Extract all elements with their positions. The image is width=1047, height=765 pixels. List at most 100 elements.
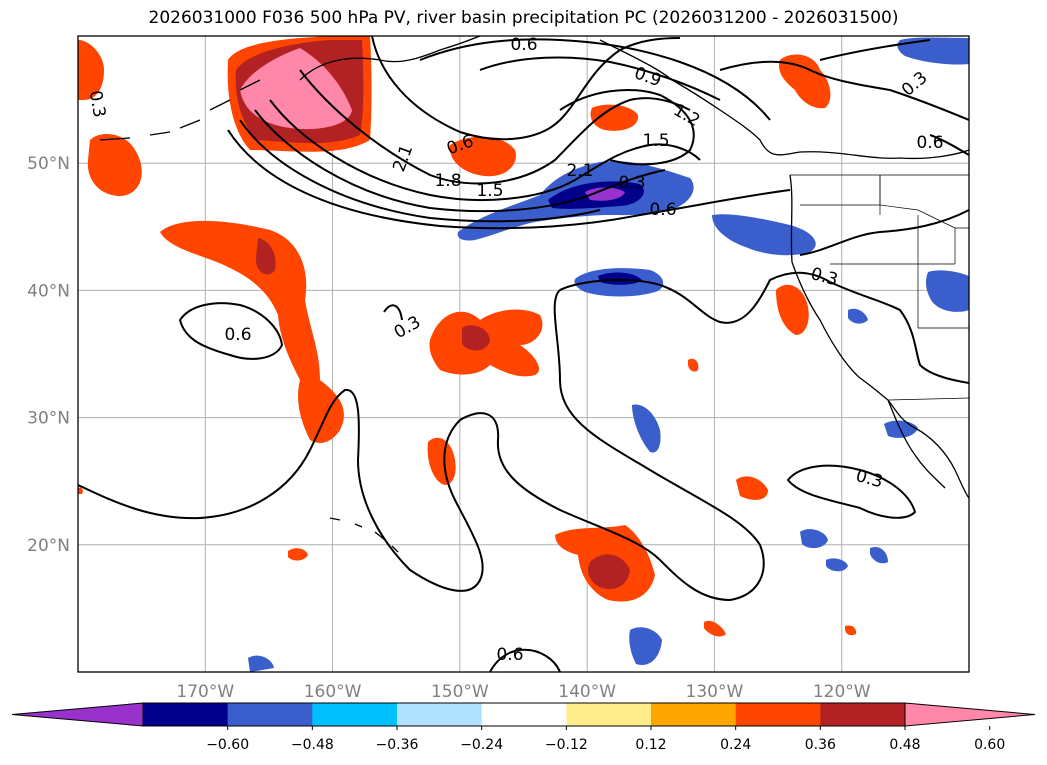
shade-positive-band-inner xyxy=(255,238,276,275)
colorbar-extend-low xyxy=(11,702,144,727)
colorbar-label-4: −0.12 xyxy=(545,737,588,753)
shade-negative-s5 xyxy=(248,655,274,672)
pv-contour-10 xyxy=(819,39,931,61)
colorbar-segment-2 xyxy=(312,703,398,726)
shade-positive-e2 xyxy=(736,476,768,500)
shade-negative-main-core xyxy=(585,187,625,201)
contour-label-5: 1.8 xyxy=(434,171,461,191)
contour-label-16: 2.1 xyxy=(566,161,593,181)
lat-label-1: 40°N xyxy=(27,281,70,301)
pv-contour-0p6-c xyxy=(383,304,403,321)
colorbar-segment-6 xyxy=(651,703,737,726)
colorbar-label-6: 0.24 xyxy=(720,737,751,753)
map-title: 2026031000 F036 500 hPa PV, river basin … xyxy=(148,8,899,28)
coastline-alaska xyxy=(299,36,481,81)
shade-negative-s2 xyxy=(826,558,848,572)
pv-contour-0p6 xyxy=(178,302,284,360)
shade-positive-ne1 xyxy=(779,54,831,109)
pv-contour-4 xyxy=(254,109,666,213)
contour-label-9: 0.6 xyxy=(649,200,676,220)
precip-shading xyxy=(78,36,969,672)
pv-contour-6 xyxy=(227,129,791,230)
contour-label-15: 1.5 xyxy=(476,181,503,201)
shade-positive-c4 xyxy=(427,437,456,485)
border-nv xyxy=(917,264,969,329)
contour-label-4: 1.5 xyxy=(642,131,669,151)
shade-positive-w1 xyxy=(78,40,104,100)
colorbar-segment-8 xyxy=(820,703,906,726)
shade-positive-s2 xyxy=(704,620,726,637)
colorbar-segment-3 xyxy=(397,703,483,726)
contour-label-12: 0.3 xyxy=(809,264,840,290)
state-borders xyxy=(790,174,969,401)
shade-positive-band xyxy=(160,220,344,443)
lat-label-0: 50°N xyxy=(27,154,70,174)
lat-label-3: 20°N xyxy=(27,536,70,556)
pv-contour-2 xyxy=(299,69,691,185)
contour-label-13: 0.3 xyxy=(854,466,885,492)
map-frame xyxy=(77,35,970,673)
colorbar-label-7: 0.36 xyxy=(805,737,836,753)
lon-label-2: 150°W xyxy=(431,682,489,702)
contour-label-11: 0.3 xyxy=(391,312,424,343)
shade-negative-e2 xyxy=(848,308,868,324)
shade-negative-c1 xyxy=(632,404,661,453)
shade-negative-2-inner xyxy=(598,272,642,285)
shade-positive-c5-inner xyxy=(588,554,630,590)
latitude-labels: 50°N 40°N 30°N 20°N xyxy=(27,154,70,556)
colorbar-extend-high xyxy=(904,702,1036,727)
contour-label-2: 0.9 xyxy=(632,63,664,91)
shade-positive-c3-inner xyxy=(462,325,490,351)
colorbar-label-5: 0.12 xyxy=(635,737,666,753)
pv-contours xyxy=(78,36,969,672)
colorbar-label-0: −0.60 xyxy=(206,737,249,753)
shade-positive-c2 xyxy=(590,104,639,131)
colorbar-label-3: −0.24 xyxy=(460,737,503,753)
pv-contour-3 xyxy=(269,99,701,201)
contour-label-8: 0.3 xyxy=(618,173,645,193)
shade-positive-c1 xyxy=(449,136,516,177)
colorbar-segment-5 xyxy=(566,703,652,726)
shade-positive-nw-core xyxy=(240,48,352,130)
coastline-aleutians xyxy=(99,79,261,141)
shade-negative-s1 xyxy=(800,529,828,549)
pv-contour-8 xyxy=(479,56,721,101)
colorbar-label-9: 0.60 xyxy=(974,737,1005,753)
colorbar: −0.60 −0.48 −0.36 −0.24 −0.12 0.12 0.24 0.36 0.4… xyxy=(11,702,1036,753)
pv-contour-0p3-e xyxy=(786,464,917,519)
contour-label-1: 0.6 xyxy=(510,35,537,55)
lon-label-0: 170°W xyxy=(176,682,234,702)
contour-label-6: 2.1 xyxy=(389,142,417,174)
colorbar-segment-1 xyxy=(227,703,313,726)
colorbar-label-8: 0.48 xyxy=(889,737,920,753)
contour-label-0: 0.3 xyxy=(85,89,109,119)
pv-contour-7 xyxy=(419,38,771,121)
contour-label-17: 0.6 xyxy=(916,133,943,153)
shade-negative-3 xyxy=(712,214,816,256)
lon-label-5: 120°W xyxy=(813,682,871,702)
pv-contour-12 xyxy=(929,134,969,156)
pv-contour-11 xyxy=(719,60,969,121)
contour-label-18: 0.3 xyxy=(898,68,932,101)
coastline-hawaii xyxy=(329,517,399,553)
border-us-mexico xyxy=(887,397,969,401)
lon-label-3: 140°W xyxy=(558,682,616,702)
border-interior xyxy=(879,175,969,264)
lon-label-4: 130°W xyxy=(686,682,744,702)
colorbar-segment-4 xyxy=(481,703,567,726)
longitude-labels: 170°W 160°W 150°W 140°W 130°W 120°W xyxy=(176,682,870,702)
colorbar-label-1: −0.48 xyxy=(291,737,334,753)
lat-label-2: 30°N xyxy=(27,409,70,429)
pv-contour-0p6-e xyxy=(799,209,969,256)
shade-positive-s4 xyxy=(688,358,699,372)
shade-negative-s3 xyxy=(870,546,888,564)
pv-contour-0p3-band xyxy=(78,271,969,602)
shade-positive-e1 xyxy=(776,284,809,335)
shade-positive-w2 xyxy=(87,134,142,196)
shade-positive-s3 xyxy=(845,625,857,636)
coastline-west-coast xyxy=(789,174,969,499)
contour-label-14: 0.6 xyxy=(496,645,523,665)
colorbar-segment-0 xyxy=(143,703,229,726)
shade-positive-s1 xyxy=(288,548,308,561)
